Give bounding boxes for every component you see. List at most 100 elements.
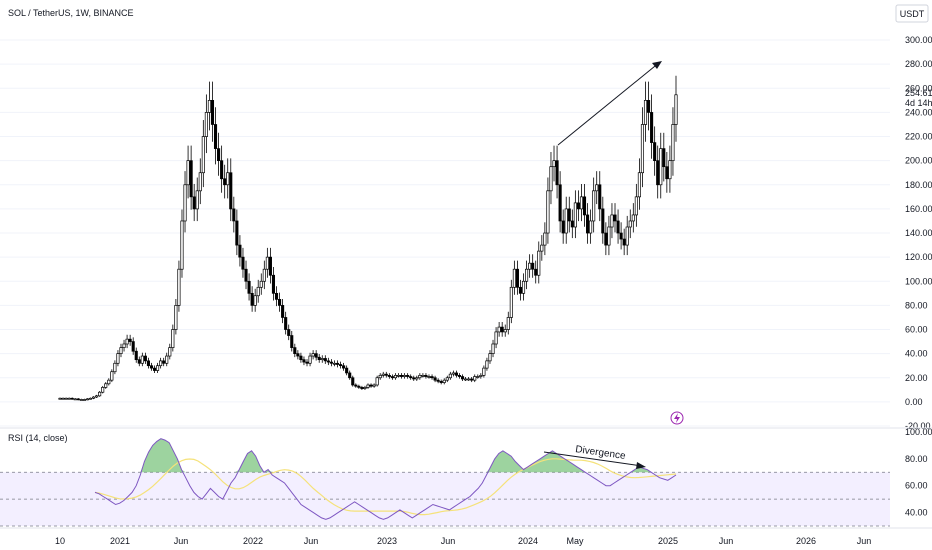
candle-body: [668, 160, 672, 180]
candle-body: [305, 361, 309, 364]
candle-body: [311, 353, 315, 357]
countdown-label: 4d 14h: [905, 98, 932, 108]
candle-body: [421, 374, 425, 377]
candle-body: [445, 377, 449, 381]
time-tick-label: 10: [55, 536, 65, 546]
candle-body: [174, 305, 178, 330]
candle-body: [317, 356, 321, 361]
price-tick-label: 180.00: [905, 180, 932, 190]
candle-body: [314, 353, 318, 358]
candle-body: [250, 292, 254, 306]
candle-body: [418, 374, 422, 379]
candle-body: [58, 397, 62, 400]
candle-body: [180, 220, 184, 270]
last-price-box: 254.61 4d 14h: [905, 88, 932, 108]
candle-body: [464, 378, 468, 381]
candle-body: [207, 100, 211, 113]
candle-body: [662, 148, 666, 168]
time-tick-label: 2022: [243, 536, 263, 546]
candle-body: [204, 112, 208, 137]
candle-body: [241, 256, 245, 270]
price-tick-label: 40.00: [905, 349, 928, 359]
candle-body: [500, 326, 504, 333]
candle-body: [518, 286, 523, 294]
lightning-bolt-icon[interactable]: [670, 411, 684, 425]
candle-body: [357, 385, 361, 388]
candle-body: [479, 374, 483, 377]
candle-body: [162, 360, 166, 364]
candle-body: [381, 373, 385, 376]
rsi-line: [94, 438, 677, 520]
candle-body: [360, 387, 364, 389]
candle-body: [110, 371, 114, 381]
candle-body: [345, 367, 349, 374]
candle-body: [653, 142, 657, 162]
candle-body: [451, 372, 455, 375]
candle-body: [299, 355, 303, 361]
candle-body: [104, 383, 108, 388]
candle-body: [189, 160, 193, 198]
candle-body: [265, 256, 269, 270]
candle-body: [113, 362, 117, 373]
candle-body: [363, 387, 367, 389]
price-tick-label: 220.00: [905, 132, 932, 142]
candle-body: [91, 396, 96, 399]
candle-body: [107, 379, 111, 385]
candle-body: [576, 202, 580, 210]
rsi-bands: [0, 471, 890, 527]
candle-body: [427, 376, 431, 378]
candle-body: [509, 286, 513, 318]
candle-body: [549, 166, 553, 192]
price-tick-label: 100.00: [905, 276, 932, 286]
rsi-overbought-fill: [95, 438, 676, 473]
candle-body: [390, 376, 394, 379]
currency-button[interactable]: USDT: [895, 4, 929, 23]
candle-body: [412, 377, 416, 380]
time-tick-label: 2026: [796, 536, 816, 546]
candle-body: [476, 376, 480, 378]
candle-body: [152, 367, 157, 371]
candle-body: [229, 172, 233, 210]
candle-body: [650, 112, 654, 143]
price-tick-label: 140.00: [905, 228, 932, 238]
candle-body: [570, 220, 574, 228]
candle-body: [308, 355, 312, 364]
candle-body: [625, 226, 629, 246]
time-tick-label: 2025: [658, 536, 678, 546]
candle-body: [619, 232, 623, 240]
candle-body: [76, 398, 80, 401]
candle-body: [387, 374, 391, 377]
candle-body: [210, 100, 215, 125]
candle-body: [586, 214, 590, 234]
candle-body: [671, 124, 675, 162]
candle-body: [598, 184, 602, 210]
trend-arrow: [557, 61, 662, 146]
price-tick-label: 280.00: [905, 59, 932, 69]
candle-body: [634, 196, 638, 216]
candle-body: [67, 397, 71, 400]
candle-body: [406, 374, 410, 377]
candle-body: [79, 399, 83, 401]
candle-body: [607, 226, 611, 246]
candle-body: [555, 160, 559, 186]
time-tick-label: 2024: [518, 536, 538, 546]
price-tick-label: 260.00: [905, 83, 932, 93]
candle-body: [531, 262, 535, 270]
time-tick-label: 2023: [377, 536, 397, 546]
candle-body: [378, 374, 382, 379]
candle-body: [61, 397, 65, 400]
candle-body: [659, 148, 663, 186]
candle-body: [192, 196, 196, 210]
candle-body: [415, 377, 419, 380]
candle-body: [326, 360, 330, 363]
candle-body: [332, 362, 337, 365]
candle-body: [503, 329, 507, 333]
time-tick-label: Jun: [304, 536, 319, 546]
candle-body: [140, 355, 144, 364]
candle-body: [534, 268, 538, 276]
candle-body: [119, 347, 123, 354]
candle-body: [268, 256, 272, 276]
candle-body: [442, 379, 446, 383]
candle-body: [244, 268, 248, 282]
